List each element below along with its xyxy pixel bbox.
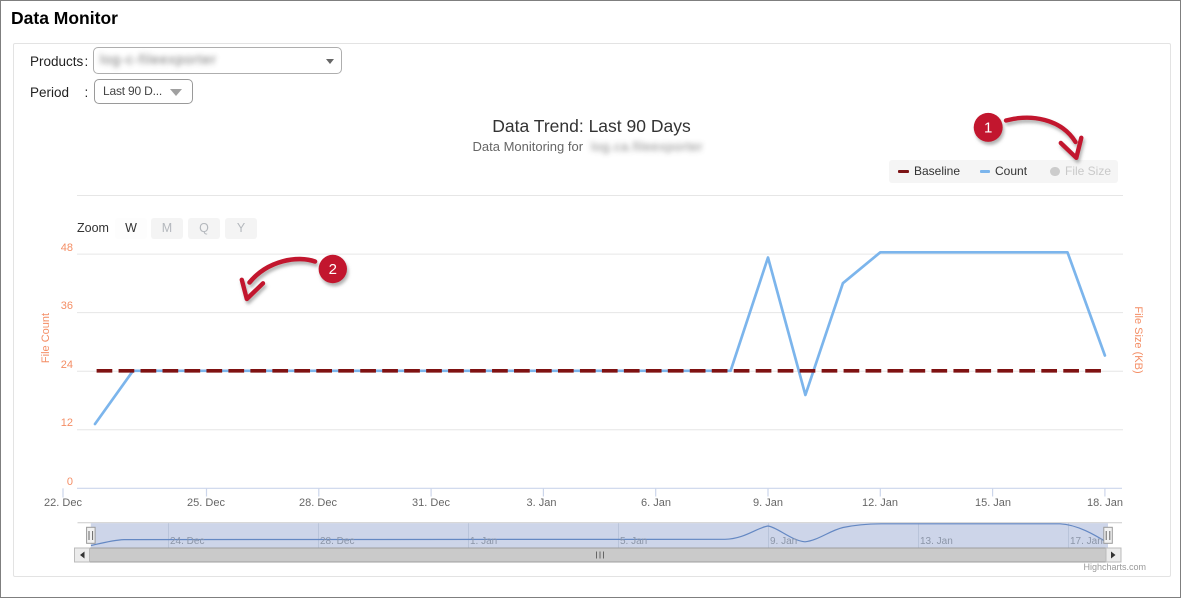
- svg-text:2: 2: [329, 261, 337, 278]
- svg-text:1: 1: [984, 120, 992, 137]
